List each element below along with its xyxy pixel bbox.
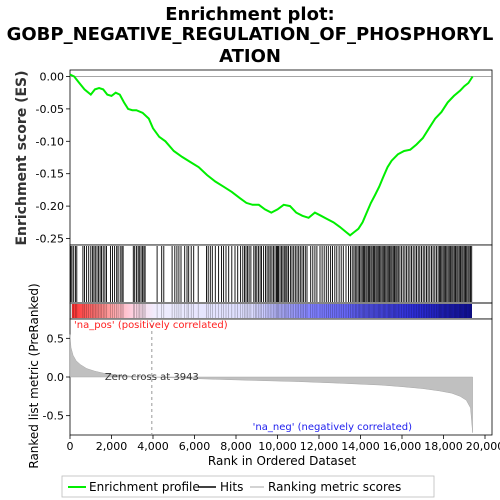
- x-tick-label: 0: [67, 440, 74, 453]
- metric-y-axis-label: Ranked list metric (PreRanked): [27, 283, 41, 468]
- es-y-tick-label: -0.15: [36, 168, 64, 181]
- x-tick-label: 16,000: [383, 440, 422, 453]
- neg-correlated-label: 'na_neg' (negatively correlated): [253, 422, 412, 433]
- es-y-tick-label: 0.00: [40, 70, 65, 83]
- x-axis: 0 2,000 4,000 6,000 8,000 10,000 12,000 14,000 1…: [67, 435, 500, 453]
- metric-y-tick-label: -0.5: [43, 410, 64, 423]
- x-tick-label: 20,000: [466, 440, 500, 453]
- title-line-1: Enrichment plot:: [165, 4, 335, 25]
- ranking-metric-area: [69, 334, 473, 433]
- x-tick-label: 6,000: [179, 440, 211, 453]
- x-tick-label: 4,000: [137, 440, 169, 453]
- hit-markers: [70, 246, 473, 302]
- x-tick-label: 12,000: [300, 440, 339, 453]
- color-bar-hit-ticks: [70, 304, 473, 318]
- x-tick-label: 10,000: [258, 440, 297, 453]
- es-y-axis: 0.00 -0.05 -0.10 -0.15 -0.20 -0.25: [36, 70, 70, 246]
- x-axis-label: Rank in Ordered Dataset: [208, 454, 356, 468]
- title-block: Enrichment plot: GOBP_NEGATIVE_REGULATIO…: [7, 4, 494, 67]
- enrichment-profile-line: [69, 73, 474, 237]
- x-tick-label: 8,000: [220, 440, 252, 453]
- x-tick-label: 14,000: [341, 440, 380, 453]
- color-bar-gradient: [72, 304, 472, 318]
- es-y-tick-label: -0.20: [36, 200, 64, 213]
- zero-cross-label: Zero cross at 3943: [105, 372, 199, 383]
- metric-y-tick-label: 0.5: [47, 332, 65, 345]
- es-panel: 0.00 -0.05 -0.10 -0.15 -0.20 -0.25 Enrichment…: [14, 69, 493, 246]
- legend-label-enrichment: Enrichment profile: [89, 480, 200, 494]
- es-y-tick-label: -0.10: [36, 135, 64, 148]
- legend-label-hits: Hits: [220, 480, 243, 494]
- es-y-tick-label: -0.05: [36, 103, 64, 116]
- metric-panel: Zero cross at 3943 'na_pos' (positively …: [27, 283, 500, 468]
- es-y-axis-label: Enrichment score (ES): [14, 70, 30, 245]
- title-line-3: ATION: [219, 46, 281, 67]
- metric-y-tick-label: 0.0: [47, 371, 65, 384]
- rank-color-bar: [69, 302, 493, 320]
- x-tick-label: 18,000: [424, 440, 463, 453]
- x-tick-label: 2,000: [96, 440, 128, 453]
- pos-correlated-label: 'na_pos' (positively correlated): [74, 320, 228, 331]
- legend-label-metric: Ranking metric scores: [268, 480, 401, 494]
- legend-frame: [61, 475, 435, 498]
- metric-y-axis: 0.5 0.0 -0.5: [43, 332, 70, 423]
- legend: Enrichment profile Hits Ranking metric s…: [61, 475, 435, 498]
- title-line-2: GOBP_NEGATIVE_REGULATION_OF_PHOSPHORYL: [7, 24, 494, 45]
- es-y-tick-label: -0.25: [36, 233, 64, 246]
- es-plot-area: [69, 69, 493, 246]
- hits-panel: [69, 244, 493, 304]
